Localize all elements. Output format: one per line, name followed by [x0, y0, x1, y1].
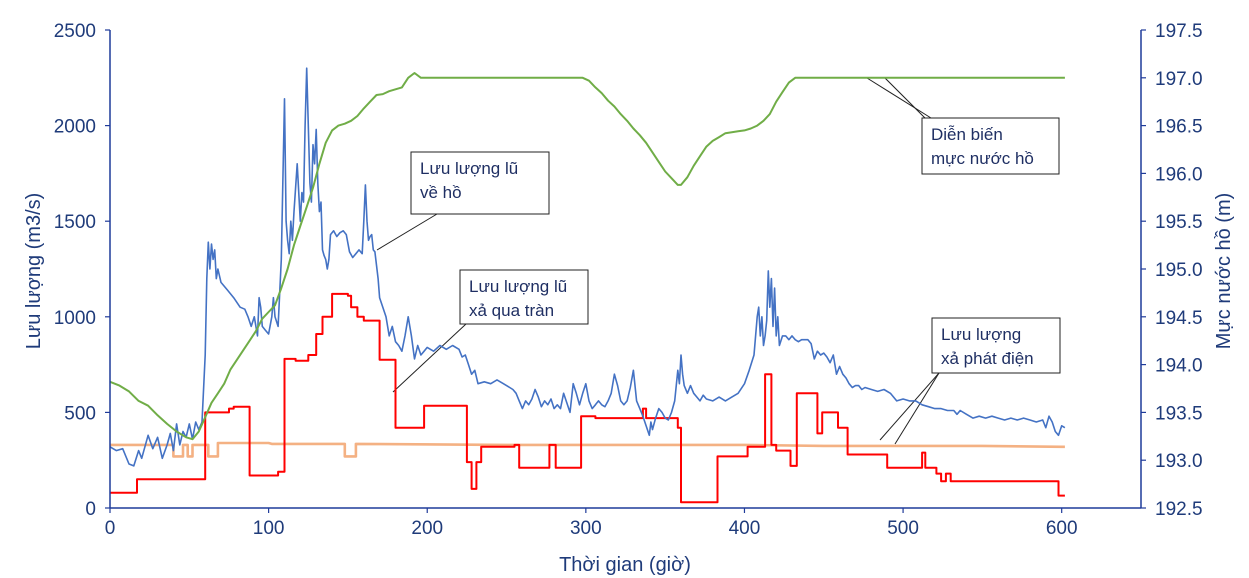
callout-label-inflow: về hồ [420, 183, 462, 202]
y-left-tick-label: 2500 [54, 21, 96, 42]
y-left-tick-label: 1000 [54, 308, 96, 329]
callout-box-spill [459, 269, 589, 325]
callout-leader-power [894, 372, 940, 445]
callout-leader-inflow [376, 213, 438, 251]
y-left-axis-title: Lưu lượng (m3/s) [23, 193, 45, 350]
callout-label-level: mực nước hồ [931, 149, 1034, 168]
callout-box-power [931, 317, 1061, 374]
y-right-tick-label: 192.5 [1155, 499, 1203, 520]
y-right-tick-label: 193.5 [1155, 403, 1203, 424]
x-tick-label: 300 [570, 518, 602, 539]
callout-box-level [921, 117, 1060, 175]
x-tick-label: 200 [411, 518, 443, 539]
x-tick-label: 500 [887, 518, 919, 539]
callout-leader-spill [392, 323, 467, 393]
y-right-tick-label: 197.0 [1155, 69, 1203, 90]
callout-leader-level [866, 77, 932, 119]
callout-label-inflow: Lưu lượng lũ [420, 159, 518, 178]
y-right-tick-label: 195.5 [1155, 212, 1203, 233]
x-tick-label: 100 [253, 518, 285, 539]
callout-label-spill: xả qua tràn [469, 301, 554, 320]
x-axis-title: Thời gian (giờ) [559, 554, 691, 576]
y-right-tick-label: 195.0 [1155, 260, 1203, 281]
callout-label-level: Diễn biến [931, 125, 1003, 144]
y-right-tick-label: 194.5 [1155, 308, 1203, 329]
callout-label-spill: Lưu lượng lũ [469, 277, 567, 296]
y-right-tick-label: 196.0 [1155, 164, 1203, 185]
callout-leader-power [879, 372, 940, 441]
y-left-tick-label: 2000 [54, 117, 96, 138]
series-line-power [110, 441, 1065, 458]
callout-box-inflow [410, 151, 550, 215]
series-line-spill [110, 292, 1065, 504]
callout-label-power: Lưu lượng [941, 325, 1021, 344]
y-right-tick-label: 196.5 [1155, 117, 1203, 138]
x-tick-label: 0 [105, 518, 116, 539]
y-left-tick-label: 500 [64, 403, 96, 424]
x-tick-label: 600 [1046, 518, 1078, 539]
callout-label-power: xả phát điện [941, 349, 1034, 368]
x-tick-label: 400 [729, 518, 761, 539]
callout-leader-level [884, 77, 932, 125]
series-line-level [109, 72, 1065, 441]
y-left-tick-label: 1500 [54, 212, 96, 233]
y-right-axis-title: Mực nước hồ (m) [1213, 193, 1235, 350]
y-left-tick-label: 0 [85, 499, 96, 520]
y-right-tick-label: 197.5 [1155, 21, 1203, 42]
y-right-tick-label: 193.0 [1155, 451, 1203, 472]
y-right-tick-label: 194.0 [1155, 356, 1203, 377]
